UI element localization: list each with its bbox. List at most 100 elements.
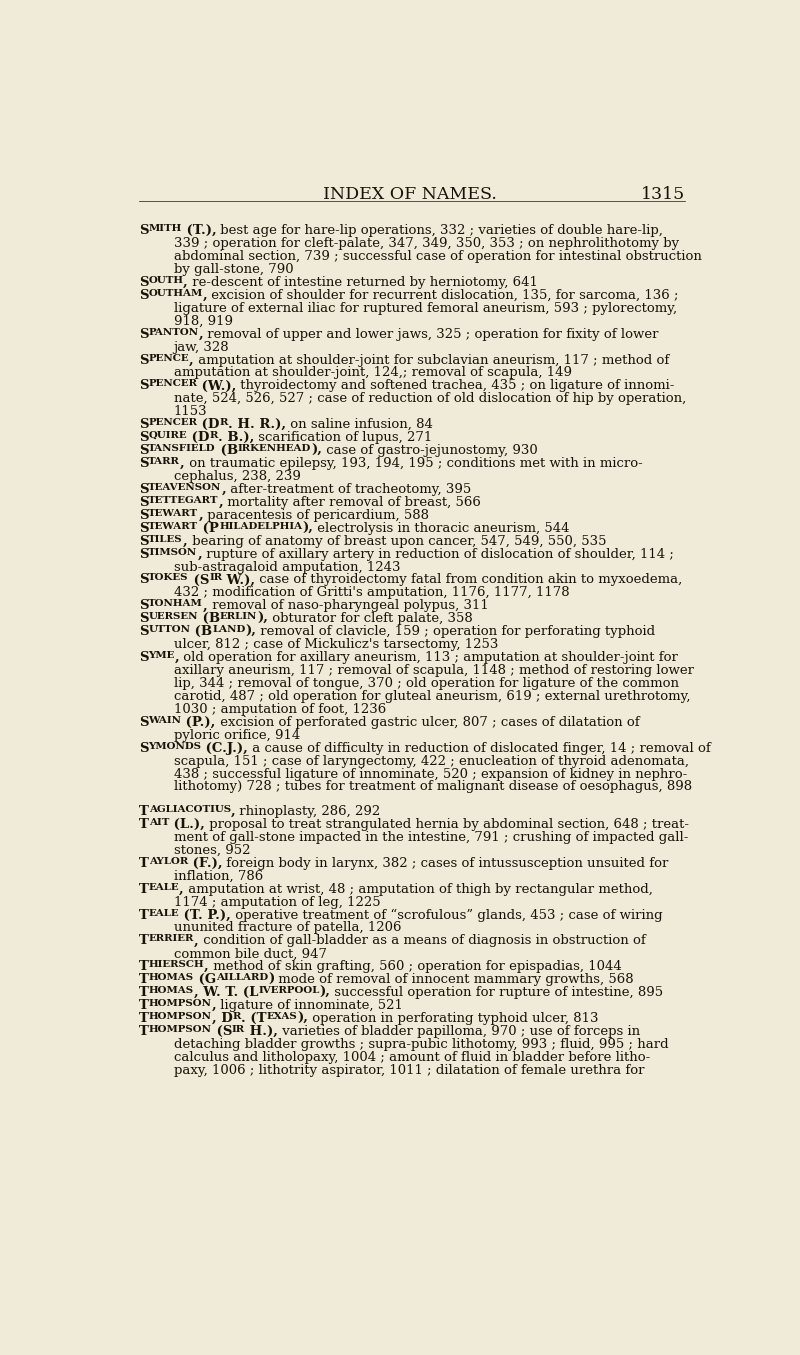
- Text: ),: ),: [246, 625, 257, 638]
- Text: T: T: [138, 1012, 149, 1024]
- Text: 1315: 1315: [641, 186, 685, 203]
- Text: HOMAS: HOMAS: [149, 986, 194, 995]
- Text: ,: ,: [222, 482, 226, 496]
- Text: a cause of difficulty in reduction of dislocated finger, 14 ; removal of: a cause of difficulty in reduction of di…: [248, 741, 710, 755]
- Text: QUIRE: QUIRE: [148, 431, 187, 440]
- Text: (P: (P: [198, 522, 219, 535]
- Text: . H. R.),: . H. R.),: [228, 419, 286, 431]
- Text: ,: ,: [198, 328, 203, 340]
- Text: scapula, 151 ; case of laryngectomy, 422 ; enucleation of thyroid adenomata,: scapula, 151 ; case of laryngectomy, 422…: [174, 755, 689, 767]
- Text: TEAVENSON: TEAVENSON: [148, 482, 222, 492]
- Text: S: S: [138, 715, 148, 729]
- Text: ): ): [268, 973, 274, 986]
- Text: , W. T. (L: , W. T. (L: [194, 986, 258, 999]
- Text: ,: ,: [203, 599, 208, 612]
- Text: LAND: LAND: [212, 625, 246, 634]
- Text: amputation at shoulder-joint for subclavian aneurism, 117 ; method of: amputation at shoulder-joint for subclav…: [194, 354, 669, 367]
- Text: S: S: [138, 522, 148, 535]
- Text: HOMPSON: HOMPSON: [149, 1024, 212, 1034]
- Text: (L.),: (L.),: [169, 818, 205, 831]
- Text: S: S: [138, 652, 148, 664]
- Text: lithotomy) 728 ; tubes for treatment of malignant disease of oesophagus, 898: lithotomy) 728 ; tubes for treatment of …: [174, 780, 692, 794]
- Text: T: T: [138, 818, 149, 831]
- Text: 1153: 1153: [174, 405, 207, 419]
- Text: removal of naso-pharyngeal polypus, 311: removal of naso-pharyngeal polypus, 311: [208, 599, 488, 612]
- Text: S: S: [138, 289, 148, 302]
- Text: ununited fracture of patella, 1206: ununited fracture of patella, 1206: [174, 921, 401, 935]
- Text: S: S: [138, 276, 148, 289]
- Text: MITH: MITH: [148, 224, 182, 233]
- Text: ligature of innominate, 521: ligature of innominate, 521: [216, 999, 403, 1012]
- Text: mode of removal of innocent mammary growths, 568: mode of removal of innocent mammary grow…: [274, 973, 634, 986]
- Text: TETTEGART: TETTEGART: [148, 496, 218, 505]
- Text: case of gastro-jejunostomy, 930: case of gastro-jejunostomy, 930: [322, 444, 538, 457]
- Text: ),: ),: [319, 986, 330, 999]
- Text: sub-astragaloid amputation, 1243: sub-astragaloid amputation, 1243: [174, 561, 400, 573]
- Text: EALE: EALE: [149, 882, 179, 892]
- Text: HOMPSON: HOMPSON: [149, 1012, 212, 1022]
- Text: ERRIER: ERRIER: [149, 935, 194, 943]
- Text: (P.),: (P.),: [182, 715, 215, 729]
- Text: (S: (S: [189, 573, 209, 587]
- Text: (S: (S: [212, 1024, 232, 1038]
- Text: IVERPOOL: IVERPOOL: [258, 986, 319, 995]
- Text: ,: ,: [212, 999, 216, 1012]
- Text: UTTON: UTTON: [148, 625, 190, 634]
- Text: by gall-stone, 790: by gall-stone, 790: [174, 263, 294, 276]
- Text: proposal to treat strangulated hernia by abdominal section, 648 ; treat-: proposal to treat strangulated hernia by…: [205, 818, 689, 831]
- Text: cephalus, 238, 239: cephalus, 238, 239: [174, 470, 301, 482]
- Text: S: S: [138, 457, 148, 470]
- Text: on traumatic epilepsy, 193, 194, 195 ; conditions met with in micro-: on traumatic epilepsy, 193, 194, 195 ; c…: [185, 457, 642, 470]
- Text: INDEX OF NAMES.: INDEX OF NAMES.: [323, 186, 497, 203]
- Text: HOMAS: HOMAS: [149, 973, 194, 982]
- Text: condition of gall-bladder as a means of diagnosis in obstruction of: condition of gall-bladder as a means of …: [198, 935, 646, 947]
- Text: paracentesis of pericardium, 588: paracentesis of pericardium, 588: [203, 508, 429, 522]
- Text: 1174 ; amputation of leg, 1225: 1174 ; amputation of leg, 1225: [174, 896, 380, 909]
- Text: S: S: [138, 599, 148, 612]
- Text: paxy, 1006 ; lithotrity aspirator, 1011 ; dilatation of female urethra for: paxy, 1006 ; lithotrity aspirator, 1011 …: [174, 1064, 644, 1077]
- Text: TARR: TARR: [148, 457, 180, 466]
- Text: 339 ; operation for cleft-palate, 347, 349, 350, 353 ; on nephrolithotomy by: 339 ; operation for cleft-palate, 347, 3…: [174, 237, 678, 251]
- Text: PENCER: PENCER: [148, 419, 198, 427]
- Text: calculus and litholopaxy, 1004 ; amount of fluid in bladder before litho-: calculus and litholopaxy, 1004 ; amount …: [174, 1051, 650, 1064]
- Text: TOKES: TOKES: [148, 573, 189, 583]
- Text: ,: ,: [204, 961, 209, 973]
- Text: carotid, 487 ; old operation for gluteal aneurism, 619 ; external urethrotomy,: carotid, 487 ; old operation for gluteal…: [174, 690, 690, 703]
- Text: S: S: [138, 328, 148, 340]
- Text: (B: (B: [190, 625, 212, 638]
- Text: ),: ),: [311, 444, 322, 457]
- Text: operation in perforating typhoid ulcer, 813: operation in perforating typhoid ulcer, …: [308, 1012, 598, 1024]
- Text: OUTH: OUTH: [148, 276, 183, 285]
- Text: T: T: [138, 856, 149, 870]
- Text: PENCE: PENCE: [148, 354, 189, 363]
- Text: OUTHAM: OUTHAM: [148, 289, 202, 298]
- Text: ),: ),: [297, 1012, 308, 1024]
- Text: (T.),: (T.),: [182, 224, 216, 237]
- Text: amputation at shoulder-joint, 124,; removal of scapula, 149: amputation at shoulder-joint, 124,; remo…: [174, 366, 572, 379]
- Text: AIT: AIT: [149, 818, 169, 827]
- Text: ,: ,: [183, 535, 187, 547]
- Text: . (T: . (T: [241, 1012, 266, 1024]
- Text: AILLARD: AILLARD: [216, 973, 268, 982]
- Text: varieties of bladder papilloma, 970 ; use of forceps in: varieties of bladder papilloma, 970 ; us…: [278, 1024, 640, 1038]
- Text: re-descent of intestine returned by herniotomy, 641: re-descent of intestine returned by hern…: [188, 276, 538, 289]
- Text: abdominal section, 739 ; successful case of operation for intestinal obstruction: abdominal section, 739 ; successful case…: [174, 251, 702, 263]
- Text: S: S: [138, 379, 148, 393]
- Text: T: T: [138, 961, 149, 973]
- Text: rhinoplasty, 286, 292: rhinoplasty, 286, 292: [235, 805, 381, 818]
- Text: thyroidectomy and softened trachea, 435 ; on ligature of innomi-: thyroidectomy and softened trachea, 435 …: [237, 379, 675, 393]
- Text: H.),: H.),: [245, 1024, 278, 1038]
- Text: R: R: [232, 1012, 241, 1022]
- Text: excision of shoulder for recurrent dislocation, 135, for sarcoma, 136 ;: excision of shoulder for recurrent dislo…: [207, 289, 678, 302]
- Text: bearing of anatomy of breast upon cancer, 547, 549, 550, 535: bearing of anatomy of breast upon cancer…: [187, 535, 606, 547]
- Text: S: S: [138, 444, 148, 457]
- Text: UERSEN: UERSEN: [148, 612, 198, 622]
- Text: old operation for axillary aneurism, 113 ; amputation at shoulder-joint for: old operation for axillary aneurism, 113…: [179, 652, 678, 664]
- Text: ligature of external iliac for ruptured femoral aneurism, 593 ; pylorectomy,: ligature of external iliac for ruptured …: [174, 302, 677, 314]
- Text: S: S: [138, 354, 148, 367]
- Text: ,: ,: [189, 354, 194, 367]
- Text: S: S: [138, 535, 148, 547]
- Text: PENCER: PENCER: [148, 379, 198, 389]
- Text: S: S: [138, 431, 148, 444]
- Text: TIMSON: TIMSON: [148, 547, 198, 557]
